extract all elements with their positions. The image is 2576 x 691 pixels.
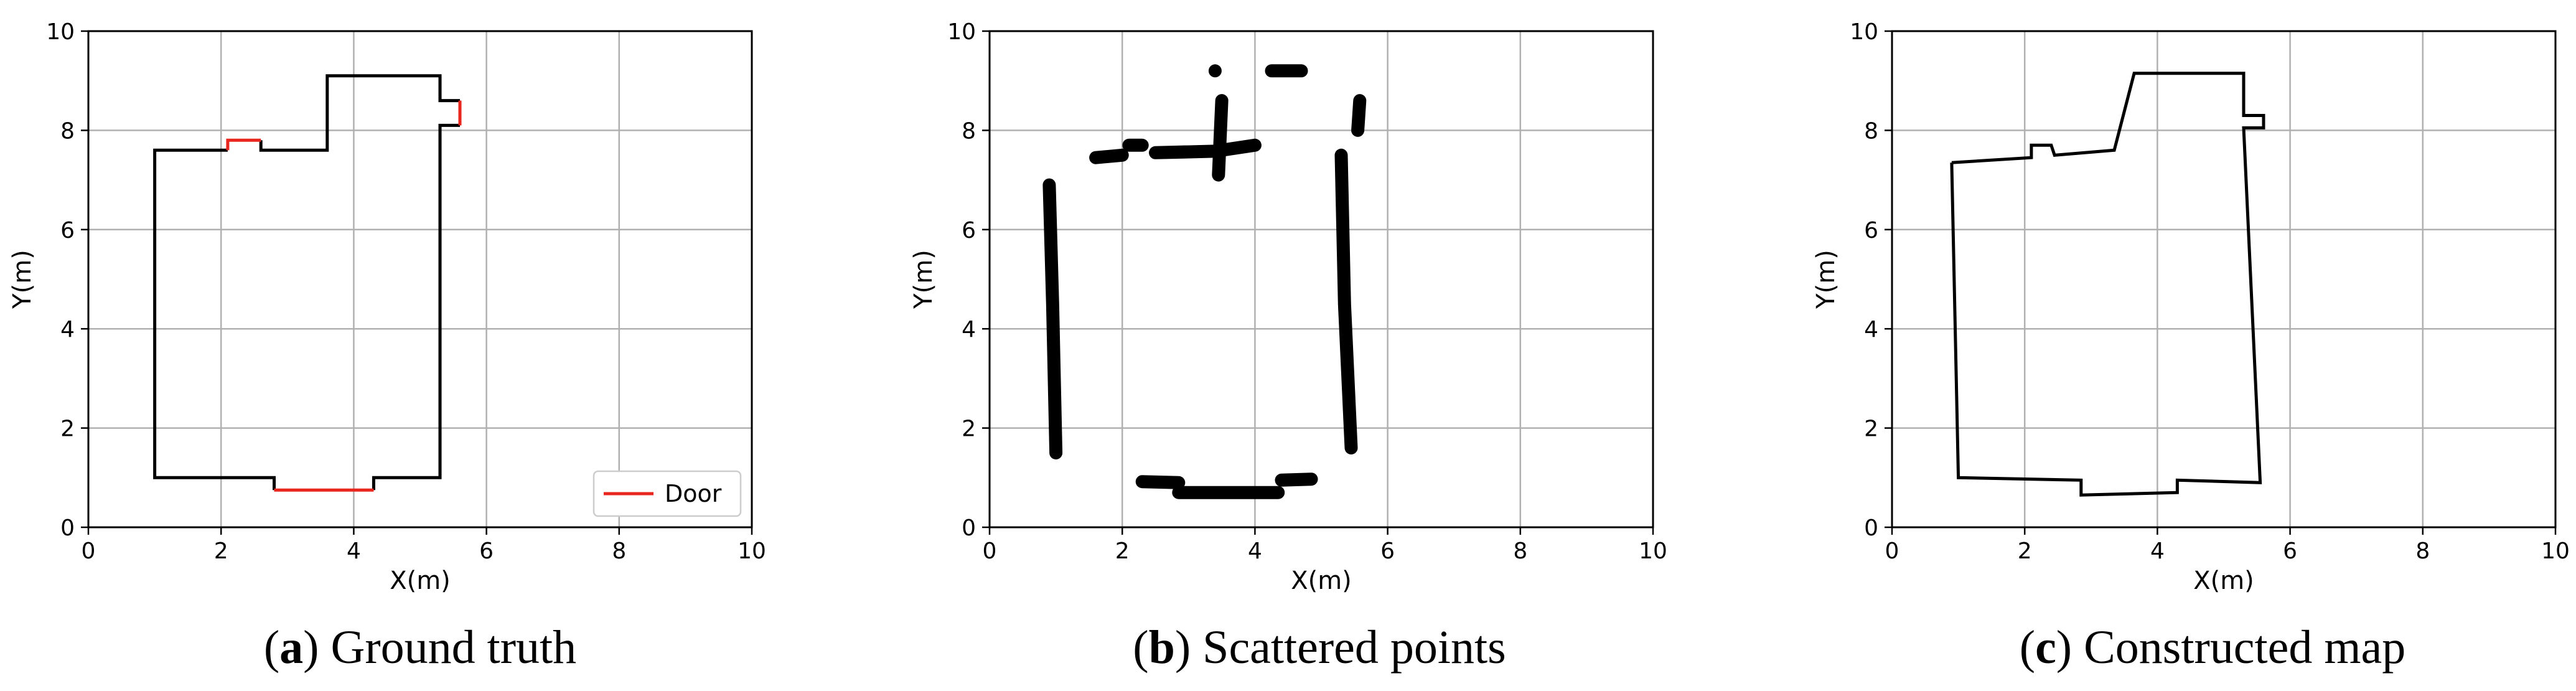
x-tick-label: 6 xyxy=(1380,538,1395,564)
x-tick-label: 0 xyxy=(1885,538,1899,564)
caption-open-paren: ( xyxy=(1133,621,1148,674)
scatter-points xyxy=(1089,148,1129,164)
caption-open-paren: ( xyxy=(2020,621,2035,674)
y-axis-label: Y(m) xyxy=(909,250,938,309)
caption-open-paren: ( xyxy=(264,621,279,674)
caption-text: Constructed map xyxy=(2084,621,2405,674)
x-tick-label: 0 xyxy=(82,538,96,564)
x-tick-label: 6 xyxy=(479,538,494,564)
x-axis-label: X(m) xyxy=(390,566,451,595)
y-tick-label: 8 xyxy=(1864,118,1878,144)
x-tick-label: 4 xyxy=(1248,538,1262,564)
y-tick-label: 10 xyxy=(46,19,75,45)
panel-c: 0 2 4 6 8 10 0 2 4 6 8 10 X(m) Y(m) (c) Constructed ma… xyxy=(1812,19,2570,674)
y-tick-label: 8 xyxy=(962,118,976,144)
x-axis-label: X(m) xyxy=(2193,566,2254,595)
y-tick-label: 0 xyxy=(60,515,75,541)
series-door-line xyxy=(226,138,261,151)
x-tick-label: 0 xyxy=(983,538,997,564)
panel-caption: (b) Scattered points xyxy=(1133,621,1506,674)
panel-b: 0 2 4 6 8 10 0 2 4 6 8 10 X(m) Y(m) (b) Scattered poin… xyxy=(909,19,1667,674)
scatter-points xyxy=(1275,472,1318,487)
x-tick-label: 2 xyxy=(1115,538,1130,564)
scatter-points xyxy=(1042,178,1063,459)
caption-letter: b xyxy=(1149,621,1175,674)
y-tick-label: 4 xyxy=(962,317,976,342)
caption-letter: a xyxy=(279,621,303,674)
x-axis-label: X(m) xyxy=(1291,566,1352,595)
y-tick-label: 2 xyxy=(962,416,976,442)
panel-caption: (c) Constructed map xyxy=(2020,621,2405,674)
y-tick-label: 0 xyxy=(1864,515,1878,541)
caption-close-paren: ) xyxy=(2056,621,2084,674)
x-tick-label: 6 xyxy=(2283,538,2297,564)
legend-box xyxy=(592,470,742,517)
y-axis-label: Y(m) xyxy=(1812,250,1840,309)
caption-text: Scattered points xyxy=(1202,621,1506,674)
caption-letter: c xyxy=(2035,621,2056,674)
axes-frame xyxy=(1891,30,2557,529)
legend-label: Door xyxy=(665,480,722,507)
caption-close-paren: ) xyxy=(1175,621,1202,674)
y-tick-label: 0 xyxy=(962,515,976,541)
y-tick-label: 10 xyxy=(947,19,976,45)
wall-line xyxy=(1950,72,2265,497)
wall-line xyxy=(153,148,276,491)
y-tick-label: 6 xyxy=(962,218,976,243)
x-tick-label: 10 xyxy=(738,538,766,564)
y-tick-label: 2 xyxy=(1864,416,1878,442)
caption-text: Ground truth xyxy=(330,621,576,674)
x-tick-label: 10 xyxy=(1639,538,1667,564)
scatter-points xyxy=(1149,138,1262,159)
caption-close-paren: ) xyxy=(303,621,330,674)
y-tick-label: 2 xyxy=(60,416,75,442)
axes-frame xyxy=(87,30,753,529)
scatter-points xyxy=(1212,94,1229,182)
x-tick-label: 8 xyxy=(2415,538,2430,564)
scatter-points xyxy=(1334,148,1358,454)
wall-line xyxy=(372,123,460,491)
y-axis-label: Y(m) xyxy=(8,250,37,309)
y-tick-label: 6 xyxy=(60,218,75,243)
x-tick-label: 2 xyxy=(214,538,228,564)
x-tick-label: 10 xyxy=(2541,538,2570,564)
axes-frame xyxy=(988,30,1654,529)
y-tick-label: 6 xyxy=(1864,218,1878,243)
panel-a: 0 2 4 6 8 10 0 2 4 6 8 10 X(m) Y(m) Door (a) Ground tru… xyxy=(8,19,766,674)
y-tick-label: 8 xyxy=(60,118,75,144)
panel-caption: (a) Ground truth xyxy=(264,621,576,674)
x-tick-label: 8 xyxy=(612,538,626,564)
y-tick-label: 4 xyxy=(60,317,75,342)
y-tick-label: 10 xyxy=(1850,19,1878,45)
x-tick-label: 4 xyxy=(347,538,361,564)
y-tick-label: 4 xyxy=(1864,317,1878,342)
x-tick-label: 2 xyxy=(2018,538,2032,564)
scatter-points xyxy=(1135,475,1186,489)
scatter-points xyxy=(1351,94,1367,137)
x-tick-label: 4 xyxy=(2150,538,2165,564)
x-tick-label: 8 xyxy=(1513,538,1527,564)
wall-line xyxy=(259,74,460,152)
